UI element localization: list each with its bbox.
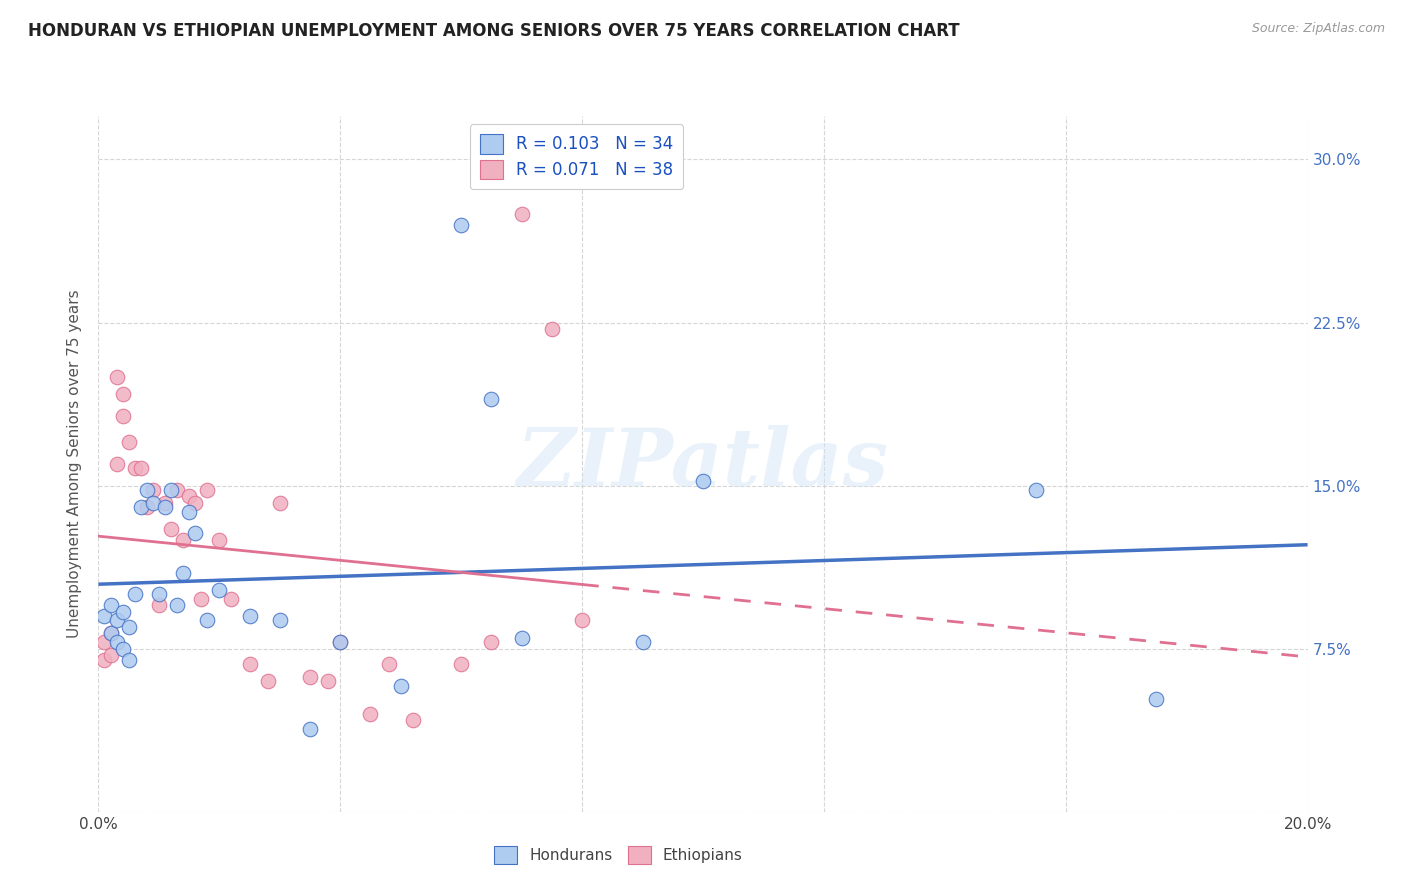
Point	[195, 614, 218, 628]
Point	[105, 614, 128, 628]
Point	[510, 631, 533, 645]
Point	[93, 609, 115, 624]
Point	[124, 587, 146, 601]
Point	[239, 609, 262, 624]
Point	[510, 207, 533, 221]
Point	[129, 500, 152, 515]
Point	[571, 614, 593, 628]
Point	[299, 722, 322, 736]
Point	[269, 614, 291, 628]
Point	[153, 496, 176, 510]
Point	[195, 483, 218, 497]
Point	[402, 714, 425, 728]
Point	[184, 496, 207, 510]
Point	[111, 387, 134, 401]
Point	[692, 475, 714, 489]
Point	[148, 598, 170, 612]
Point	[118, 652, 141, 666]
Point	[100, 626, 122, 640]
Point	[118, 620, 141, 634]
Point	[377, 657, 399, 671]
Point	[256, 674, 278, 689]
Point	[299, 670, 322, 684]
Point	[481, 635, 503, 649]
Point	[111, 409, 134, 423]
Point	[389, 679, 412, 693]
Point	[100, 648, 122, 662]
Point	[148, 587, 170, 601]
Y-axis label: Unemployment Among Seniors over 75 years: Unemployment Among Seniors over 75 years	[67, 290, 83, 638]
Point	[166, 483, 188, 497]
Legend: Hondurans, Ethiopians: Hondurans, Ethiopians	[485, 837, 752, 873]
Point	[329, 635, 352, 649]
Point	[450, 218, 472, 232]
Point	[118, 435, 141, 450]
Point	[100, 598, 122, 612]
Point	[100, 626, 122, 640]
Point	[142, 483, 165, 497]
Point	[105, 369, 128, 384]
Point	[540, 322, 562, 336]
Point	[190, 591, 212, 606]
Point	[111, 605, 134, 619]
Point	[269, 496, 291, 510]
Text: Source: ZipAtlas.com: Source: ZipAtlas.com	[1251, 22, 1385, 36]
Point	[172, 566, 194, 580]
Point	[135, 483, 157, 497]
Point	[1024, 483, 1046, 497]
Point	[93, 635, 115, 649]
Point	[316, 674, 339, 689]
Text: HONDURAN VS ETHIOPIAN UNEMPLOYMENT AMONG SENIORS OVER 75 YEARS CORRELATION CHART: HONDURAN VS ETHIOPIAN UNEMPLOYMENT AMONG…	[28, 22, 960, 40]
Point	[93, 652, 115, 666]
Point	[160, 483, 183, 497]
Point	[142, 496, 165, 510]
Point	[153, 500, 176, 515]
Point	[239, 657, 262, 671]
Point	[208, 582, 231, 597]
Point	[1144, 691, 1167, 706]
Point	[135, 500, 157, 515]
Point	[105, 457, 128, 471]
Point	[111, 641, 134, 656]
Text: ZIPatlas: ZIPatlas	[517, 425, 889, 502]
Point	[124, 461, 146, 475]
Point	[450, 657, 472, 671]
Point	[179, 490, 201, 504]
Point	[481, 392, 503, 406]
Point	[179, 505, 201, 519]
Point	[129, 461, 152, 475]
Point	[166, 598, 188, 612]
Point	[172, 533, 194, 547]
Point	[184, 526, 207, 541]
Point	[221, 591, 243, 606]
Point	[105, 635, 128, 649]
Point	[631, 635, 654, 649]
Point	[329, 635, 352, 649]
Point	[208, 533, 231, 547]
Point	[360, 706, 382, 721]
Point	[160, 522, 183, 536]
